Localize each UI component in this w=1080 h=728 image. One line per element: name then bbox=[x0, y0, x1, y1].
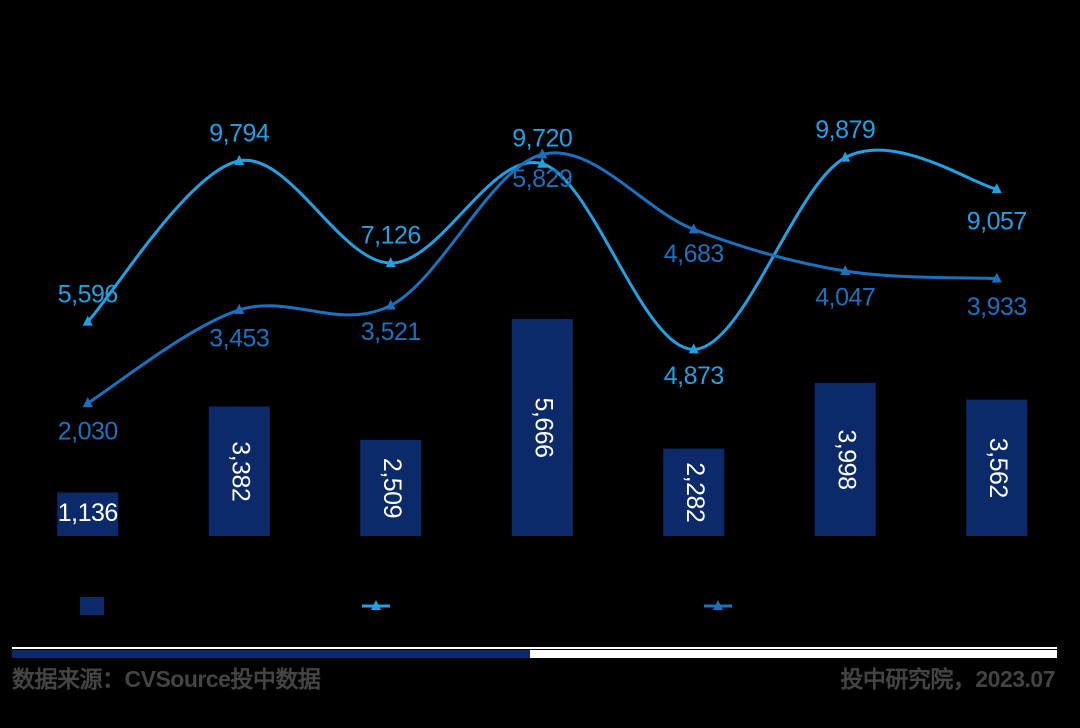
line-marker bbox=[688, 223, 699, 234]
line-value-label: 5,829 bbox=[512, 165, 572, 193]
line-marker bbox=[385, 257, 396, 268]
line-value-label: 4,683 bbox=[664, 240, 724, 268]
line-value-label: 3,453 bbox=[209, 325, 269, 353]
line-value-label: 4,873 bbox=[664, 362, 724, 390]
bar bbox=[360, 439, 422, 536]
line-marker bbox=[385, 299, 396, 310]
bar bbox=[208, 406, 270, 536]
bar-value-label: 3,998 bbox=[833, 429, 861, 489]
line-value-label: 7,126 bbox=[361, 222, 421, 250]
bar bbox=[57, 492, 119, 536]
line-marker bbox=[840, 265, 851, 276]
bar-value-label: 2,509 bbox=[378, 458, 406, 518]
legend-marker bbox=[80, 597, 104, 615]
line-marker bbox=[991, 183, 1002, 194]
footer-source: 数据来源：CVSource投中数据 bbox=[12, 666, 321, 692]
line-value-label: 4,047 bbox=[815, 284, 875, 312]
line-value-label: 2,030 bbox=[58, 418, 118, 446]
bar bbox=[966, 399, 1028, 536]
line-value-label: 9,057 bbox=[967, 208, 1027, 236]
legend-marker bbox=[713, 600, 723, 610]
line-marker bbox=[82, 315, 93, 326]
line-value-label: 9,720 bbox=[512, 124, 572, 152]
line-value-label: 3,521 bbox=[361, 318, 421, 346]
line-value-label: 9,794 bbox=[209, 119, 270, 147]
line-marker bbox=[537, 148, 548, 159]
line-marker bbox=[537, 157, 548, 168]
line-value-label: 3,933 bbox=[967, 293, 1027, 321]
bar-value-label: 1,136 bbox=[58, 499, 118, 527]
line-marker bbox=[234, 303, 245, 314]
footer-credit: 投中研究院，2023.07 bbox=[840, 666, 1055, 692]
legend-marker bbox=[371, 600, 381, 610]
bar-value-label: 3,382 bbox=[227, 441, 255, 501]
bar bbox=[511, 318, 573, 536]
line-value-label: 9,879 bbox=[815, 116, 875, 144]
bar-value-label: 5,666 bbox=[530, 397, 558, 457]
line-value-label: 5,596 bbox=[58, 280, 118, 308]
bar bbox=[814, 382, 876, 536]
bar-value-label: 2,282 bbox=[681, 462, 709, 522]
line-marker bbox=[991, 272, 1002, 283]
line-marker bbox=[82, 397, 93, 408]
footer-bar-dark bbox=[12, 650, 530, 658]
bar-value-label: 3,562 bbox=[984, 438, 1012, 498]
bar bbox=[663, 448, 725, 536]
line-marker bbox=[688, 343, 699, 354]
footer-bar-light bbox=[530, 650, 1057, 658]
line-marker bbox=[840, 151, 851, 162]
line-marker bbox=[234, 154, 245, 165]
